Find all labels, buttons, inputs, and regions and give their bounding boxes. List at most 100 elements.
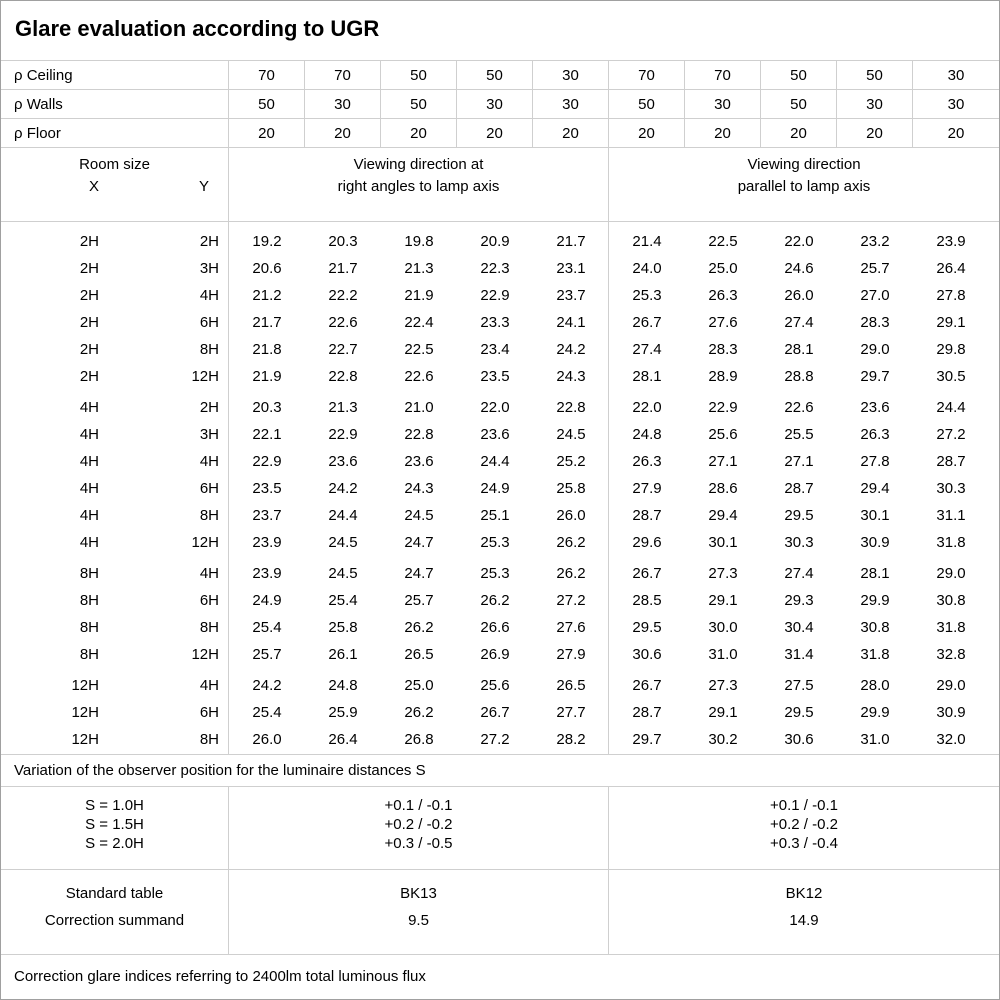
ugr-table-row: 4H 6H 23.5 24.2 24.3 24.9 25.8 27.9 28.6 28.7 29.4… bbox=[1, 475, 999, 502]
correction-summand-value: 9.5 bbox=[408, 912, 429, 929]
ugr-value-parallel: 30.6 bbox=[632, 646, 662, 663]
ugr-value-right-angles: 24.7 bbox=[404, 565, 434, 582]
ugr-value-parallel: 27.6 bbox=[708, 314, 738, 331]
ugr-value-parallel: 27.4 bbox=[632, 341, 662, 358]
ugr-value-right-angles: 21.7 bbox=[556, 233, 586, 250]
ugr-value-parallel: 29.0 bbox=[860, 341, 890, 358]
ugr-value-right-angles: 23.5 bbox=[480, 368, 510, 385]
reflectance-value: 70 bbox=[229, 61, 305, 89]
column-divider bbox=[228, 222, 229, 754]
ugr-value-right-angles: 24.5 bbox=[404, 507, 434, 524]
standard-table-label: Standard table bbox=[65, 885, 164, 902]
room-x-value: 12H bbox=[71, 677, 99, 694]
ugr-table-row: 8H 4H 23.9 24.5 24.7 25.3 26.2 26.7 27.3 27.4 28.1… bbox=[1, 560, 999, 587]
room-y-value: 4H bbox=[199, 287, 219, 304]
ugr-value-right-angles: 20.6 bbox=[252, 260, 282, 277]
page-title: Glare evaluation according to UGR bbox=[1, 1, 999, 61]
reflectance-value: 70 bbox=[685, 61, 761, 89]
header-line: parallel to lamp axis bbox=[737, 178, 871, 195]
ugr-value-parallel: 32.0 bbox=[936, 731, 966, 748]
room-y-value: 2H bbox=[199, 399, 219, 416]
ugr-value-parallel: 26.4 bbox=[936, 260, 966, 277]
ugr-block: 2H 2H 19.2 20.3 19.8 20.9 21.7 21.4 22.5 22.0 23.2… bbox=[1, 228, 999, 390]
ugr-value-parallel: 24.8 bbox=[632, 426, 662, 443]
reflectance-value: 20 bbox=[305, 119, 381, 147]
room-x-value: 8H bbox=[79, 619, 99, 636]
ugr-value-right-angles: 22.0 bbox=[480, 399, 510, 416]
s-distance-label: S = 1.5H bbox=[85, 816, 144, 833]
ugr-value-right-angles: 27.2 bbox=[480, 731, 510, 748]
room-x-value: 4H bbox=[79, 426, 99, 443]
reflectance-value: 30 bbox=[913, 61, 999, 89]
footer-note: Correction glare indices referring to 24… bbox=[14, 968, 426, 985]
ugr-value-right-angles: 25.8 bbox=[328, 619, 358, 636]
ugr-value-parallel: 22.6 bbox=[784, 399, 814, 416]
ugr-value-right-angles: 23.9 bbox=[252, 565, 282, 582]
ugr-value-right-angles: 26.2 bbox=[556, 565, 586, 582]
ugr-value-parallel: 26.3 bbox=[632, 453, 662, 470]
ugr-value-parallel: 27.5 bbox=[784, 677, 814, 694]
ugr-table-row: 12H 6H 25.4 25.9 26.2 26.7 27.7 28.7 29.1 29.5 29.… bbox=[1, 699, 999, 726]
ugr-value-parallel: 28.7 bbox=[784, 480, 814, 497]
reflectance-value: 30 bbox=[837, 90, 913, 118]
ugr-value-right-angles: 22.8 bbox=[404, 426, 434, 443]
ugr-value-parallel: 22.9 bbox=[708, 399, 738, 416]
ugr-value-right-angles: 21.9 bbox=[404, 287, 434, 304]
ugr-value-right-angles: 22.8 bbox=[556, 399, 586, 416]
variation-values-right-angles: +0.1 / -0.1 +0.2 / -0.2 +0.3 / -0.5 bbox=[229, 787, 609, 869]
reflectance-value: 50 bbox=[837, 61, 913, 89]
room-y-value: 12H bbox=[191, 368, 219, 385]
ugr-value-parallel: 29.4 bbox=[860, 480, 890, 497]
ugr-value-right-angles: 23.4 bbox=[480, 341, 510, 358]
ugr-value-parallel: 29.1 bbox=[708, 592, 738, 609]
room-y-value: 6H bbox=[199, 592, 219, 609]
ugr-value-parallel: 27.9 bbox=[632, 480, 662, 497]
ugr-value-right-angles: 26.2 bbox=[404, 619, 434, 636]
variation-value: +0.3 / -0.4 bbox=[770, 835, 838, 852]
ugr-value-right-angles: 21.7 bbox=[252, 314, 282, 331]
summary-labels: Standard table Correction summand bbox=[1, 870, 229, 954]
ugr-value-right-angles: 22.3 bbox=[480, 260, 510, 277]
ugr-value-right-angles: 23.5 bbox=[252, 480, 282, 497]
ugr-value-parallel: 30.3 bbox=[784, 534, 814, 551]
ugr-value-right-angles: 28.2 bbox=[556, 731, 586, 748]
ugr-value-right-angles: 24.5 bbox=[328, 534, 358, 551]
ugr-value-parallel: 26.3 bbox=[708, 287, 738, 304]
room-y-value: 8H bbox=[199, 507, 219, 524]
ugr-value-parallel: 28.1 bbox=[784, 341, 814, 358]
ugr-value-right-angles: 26.2 bbox=[556, 534, 586, 551]
ugr-value-right-angles: 21.0 bbox=[404, 399, 434, 416]
y-column-header: Y bbox=[198, 178, 209, 195]
ugr-value-right-angles: 24.9 bbox=[252, 592, 282, 609]
room-x-value: 2H bbox=[79, 368, 99, 385]
ugr-value-right-angles: 23.7 bbox=[252, 507, 282, 524]
ugr-value-parallel: 24.6 bbox=[784, 260, 814, 277]
room-x-value: 12H bbox=[71, 731, 99, 748]
s-distance-labels: S = 1.0H S = 1.5H S = 2.0H bbox=[1, 787, 229, 869]
ugr-value-parallel: 29.7 bbox=[632, 731, 662, 748]
reflectance-value: 50 bbox=[609, 90, 685, 118]
ugr-value-right-angles: 22.5 bbox=[404, 341, 434, 358]
reflectance-value-number: 30 bbox=[947, 66, 965, 84]
ugr-value-parallel: 29.3 bbox=[784, 592, 814, 609]
ugr-value-right-angles: 26.1 bbox=[328, 646, 358, 663]
variation-value: +0.1 / -0.1 bbox=[384, 797, 453, 814]
room-y-value: 6H bbox=[199, 704, 219, 721]
room-y-value: 8H bbox=[199, 341, 219, 358]
x-column-header: X bbox=[88, 178, 99, 195]
room-x-value: 4H bbox=[79, 399, 99, 416]
reflectance-value: 30 bbox=[457, 90, 533, 118]
ugr-value-right-angles: 24.7 bbox=[404, 534, 434, 551]
ugr-value-right-angles: 20.9 bbox=[480, 233, 510, 250]
s-distance-label: S = 2.0H bbox=[85, 835, 144, 852]
ugr-value-right-angles: 26.2 bbox=[480, 592, 510, 609]
room-y-value: 4H bbox=[199, 677, 219, 694]
ugr-value-right-angles: 26.0 bbox=[252, 731, 282, 748]
ugr-value-right-angles: 24.3 bbox=[404, 480, 434, 497]
ugr-value-parallel: 30.0 bbox=[708, 619, 738, 636]
ugr-value-right-angles: 25.3 bbox=[480, 534, 510, 551]
room-x-value: 2H bbox=[79, 260, 99, 277]
reflectance-value: 20 bbox=[381, 119, 457, 147]
variation-value: +0.3 / -0.5 bbox=[384, 835, 453, 852]
reflectance-value: 20 bbox=[837, 119, 913, 147]
